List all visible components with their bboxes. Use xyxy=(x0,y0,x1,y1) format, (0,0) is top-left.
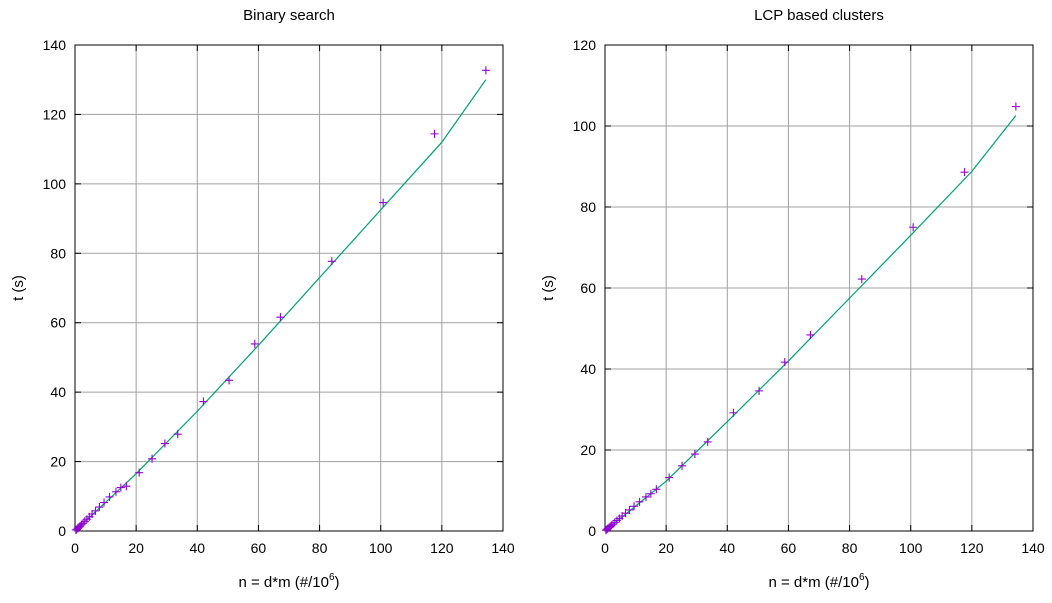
y-tick-label: 140 xyxy=(43,37,67,53)
x-tick-label: 40 xyxy=(189,540,205,556)
data-point xyxy=(327,257,336,266)
x-tick-label: 20 xyxy=(658,540,674,556)
x-tick-label: 100 xyxy=(369,540,393,556)
data-point xyxy=(690,450,699,459)
data-point xyxy=(199,397,208,406)
x-axis-label: n = d*m (#/106) xyxy=(238,572,339,591)
y-tick-label: 0 xyxy=(588,523,596,539)
data-point xyxy=(160,439,169,448)
x-tick-label: 0 xyxy=(601,540,609,556)
y-tick-label: 40 xyxy=(580,361,596,377)
data-point xyxy=(481,66,490,75)
data-point xyxy=(755,386,764,395)
data-point xyxy=(729,408,738,417)
data-point xyxy=(1011,102,1020,111)
y-axis-label: t (s) xyxy=(540,275,557,301)
data-point xyxy=(135,468,144,477)
x-axis-label: n = d*m (#/106) xyxy=(768,572,869,591)
y-tick-label: 80 xyxy=(50,245,66,261)
y-tick-label: 120 xyxy=(43,106,67,122)
x-tick-label: 120 xyxy=(430,540,454,556)
data-point xyxy=(225,376,234,385)
data-point xyxy=(652,485,661,494)
x-tick-label: 100 xyxy=(899,540,923,556)
x-tick-label: 20 xyxy=(128,540,144,556)
x-tick-label: 60 xyxy=(781,540,797,556)
data-point xyxy=(78,519,87,528)
data-point xyxy=(625,505,634,514)
x-tick-label: 140 xyxy=(491,540,515,556)
x-tick-label: 120 xyxy=(960,540,984,556)
panel-binary-search: 0 20 40 60 80 100 120 140 0 20 40 60 80 100 120 140 Bina… xyxy=(10,7,515,591)
y-tick-label: 20 xyxy=(50,454,66,470)
y-tick-label: 0 xyxy=(58,523,66,539)
data-point xyxy=(703,437,712,446)
data-point xyxy=(122,482,131,491)
y-tick-label: 80 xyxy=(580,199,596,215)
data-point xyxy=(105,492,114,501)
data-point xyxy=(430,129,439,138)
y-tick-label: 100 xyxy=(573,118,597,134)
data-point xyxy=(173,430,182,439)
x-tick-label: 140 xyxy=(1021,540,1045,556)
x-tick-label: 80 xyxy=(842,540,858,556)
chart-title: Binary search xyxy=(243,7,335,24)
chart-title: LCP based clusters xyxy=(754,7,884,24)
y-tick-label: 20 xyxy=(580,442,596,458)
data-point xyxy=(608,520,617,529)
x-tick-label: 40 xyxy=(719,540,735,556)
fit-line xyxy=(604,115,1017,532)
data-point xyxy=(111,487,120,496)
y-axis-label: t (s) xyxy=(10,275,27,301)
data-point xyxy=(960,168,969,177)
x-tick-label: 0 xyxy=(71,540,79,556)
data-point xyxy=(250,339,259,348)
panel-lcp-clusters: 0 20 40 60 80 100 120 140 0 20 40 60 80 100 120 LCP bas… xyxy=(540,7,1045,591)
data-point xyxy=(857,275,866,284)
data-point xyxy=(665,473,674,482)
data-point xyxy=(276,313,285,322)
y-tick-label: 40 xyxy=(50,384,66,400)
data-point xyxy=(635,497,644,506)
data-point xyxy=(806,330,815,339)
data-point xyxy=(780,358,789,367)
data-point xyxy=(77,520,86,529)
data-point xyxy=(148,454,157,463)
y-tick-label: 60 xyxy=(50,315,66,331)
plot-frame xyxy=(74,44,504,532)
data-point xyxy=(678,461,687,470)
x-tick-label: 80 xyxy=(312,540,328,556)
data-point xyxy=(630,502,639,511)
y-tick-label: 100 xyxy=(43,176,67,192)
data-point xyxy=(100,498,109,507)
data-point xyxy=(621,509,630,518)
data-point xyxy=(646,489,655,498)
x-tick-label: 60 xyxy=(251,540,267,556)
data-point xyxy=(95,503,104,512)
fit-line xyxy=(74,79,487,532)
data-point xyxy=(379,198,388,207)
data-point xyxy=(909,223,918,232)
data-point xyxy=(91,506,100,515)
data-point xyxy=(641,492,650,501)
y-tick-label: 120 xyxy=(573,37,597,53)
data-point xyxy=(116,483,125,492)
y-tick-label: 60 xyxy=(580,280,596,296)
